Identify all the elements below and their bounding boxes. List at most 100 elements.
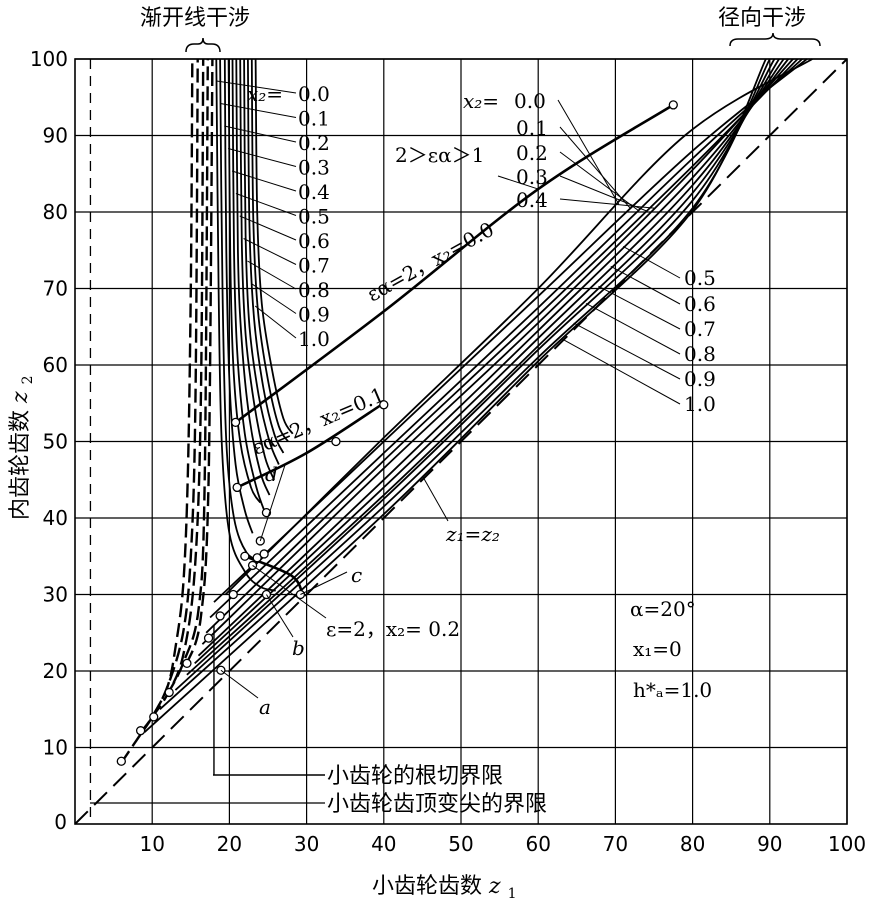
y-tick-label-50: 50 [43,430,68,454]
header-radial-brace [729,32,821,47]
leader-eps-ineq [497,175,539,190]
x2-left-prefix: x₂= [247,82,283,106]
x2-left-leader-0.0 [216,80,297,94]
x2-left-label-0.2: 0.2 [298,131,330,155]
eps2-curve-0 [234,103,674,424]
diagonal-z1-eq-z2 [74,58,848,825]
x2-right-leader-0.1 [559,126,632,210]
x-axis-subscript: 1 [508,886,517,902]
x2-left-label-0.4: 0.4 [298,180,330,204]
leader-diagonal [421,475,449,522]
plot-frame [74,58,848,825]
eps2-curve-1 [236,402,385,489]
x2-right-leader-0.4 [559,198,655,209]
y-tick-label-60: 60 [43,353,68,377]
svg-text:小齿轮齿数 z 1: 小齿轮齿数 z 1 [372,874,517,902]
y-tick-label-100: 100 [30,47,68,71]
involute-curve-x2-0.5 [235,58,271,496]
x2-left-leader-0.5 [235,193,297,216]
marked-point-11 [230,417,241,428]
x2-left-label-0.9: 0.9 [298,303,330,327]
x2-left-label-0.0: 0.0 [298,82,330,106]
x2-right-leader-1.0 [561,338,681,405]
radial-curve-x2-0.4 [201,58,794,645]
x2-left-leader-0.2 [224,125,297,143]
x2-right-label-1.0: 1.0 [684,392,716,416]
y-axis-symbol: z [8,391,33,404]
x2-right-leader-0.7 [598,285,681,330]
x2-left-label-0.7: 0.7 [298,254,330,278]
x2-left-label-1.0: 1.0 [298,327,330,351]
header-radial-interference: 径向干涉 [718,6,806,31]
marked-point-15 [252,553,262,563]
param-alpha: α=20° [630,597,696,621]
radial-curve-x2-1.0 [143,58,767,733]
x2-right-label-0.5: 0.5 [684,266,716,290]
header-involute-brace [185,37,221,53]
x2-right-label-0.0: 0.0 [514,89,546,113]
x2-left-labels: 0.00.10.20.30.40.50.60.70.80.91.0 [298,82,330,351]
x2-right-prefix: x₂= [463,89,499,113]
y-tick-label-10: 10 [43,736,68,760]
x2-right-leader-0.8 [585,303,681,355]
involute-curve-x2-0.7 [243,58,280,465]
involute-curve-x2-0.4 [231,58,267,515]
x2-right-leader-0.6 [610,265,681,305]
x-tick-label-30: 30 [294,832,319,856]
marked-point-4 [182,658,192,668]
involute-curve-x2-0.0 [215,58,276,592]
marked-point-1 [135,726,146,736]
leader-c [300,571,348,595]
involute-curve-x2-0.2 [223,58,254,534]
involute-dashed-curve-x2-0.2 [151,58,205,718]
x2-right-label-0.9: 0.9 [684,367,716,391]
y-axis-title: 内齿轮齿数 z 2 [8,375,36,520]
y-tick-label-80: 80 [43,200,68,224]
marked-point-0 [116,756,126,766]
y-tick-label-30: 30 [43,583,68,607]
label-b: b [292,636,305,660]
involute-dashed-curve-x2-0.4 [185,58,214,664]
x2-right-label-0.3: 0.3 [516,165,548,189]
involute-dashed-curve-x2-0.3 [166,58,209,695]
leader-lines [216,80,681,699]
x-axis-title: 小齿轮齿数 z 1 [372,874,517,902]
label-eps2-x2-0.1: εα=2，x₂=0.1 [249,382,388,459]
label-diagonal-z1-eq-z2: z₁=z₂ [445,522,500,546]
x2-left-leader-0.4 [231,170,297,192]
x2-right-labels: 0.0 0.10.20.30.4 0.50.60.70.80.91.0 [514,89,716,416]
marked-point-20 [379,400,389,410]
radial-curve-x2-0.0 [224,58,813,596]
x-tick-label-60: 60 [525,832,550,856]
radial-curve-x2-0.5 [197,58,790,657]
header-involute-interference: 渐开线干涉 [140,6,250,31]
involute-curve-x2-0.8 [247,58,285,454]
x-tick-label-100: 100 [828,832,866,856]
x-tick-label-10: 10 [139,832,164,856]
leader-d [259,464,286,542]
label-eps2-x2-0: εα=2，x₂=0.0 [363,217,498,306]
x-tick-label-70: 70 [603,832,628,856]
involute-curve-x2-0.9 [250,58,289,443]
axes: 10 20 30 40 50 60 70 80 90 100 10 20 30 40 50 60 70 80 90 1… [30,47,866,856]
label-c: c [351,563,362,587]
x2-right-label-0.6: 0.6 [684,292,716,316]
radial-curve-x2-0.2 [209,58,803,619]
x2-left-label-0.3: 0.3 [298,156,330,180]
x2-left-leader-0.1 [220,103,297,118]
marked-point-21 [668,100,678,110]
y-tick-label-40: 40 [43,506,68,530]
x-tick-label-20: 20 [217,832,242,856]
x2-left-leader-0.6 [239,215,297,241]
y-axis-label-text: 内齿轮齿数 [8,410,33,520]
x2-left-leader-0.3 [228,148,297,167]
x-tick-label-90: 90 [757,832,782,856]
radial-curve-x2-0.7 [186,58,780,676]
x-tick-label-80: 80 [680,832,705,856]
x-axis-symbol: z [488,874,501,899]
x2-left-leader-1.0 [254,305,297,339]
radial-curve-x2-0.6 [194,58,785,665]
x2-left-leader-0.9 [251,283,297,314]
x2-left-leader-0.7 [243,238,297,265]
